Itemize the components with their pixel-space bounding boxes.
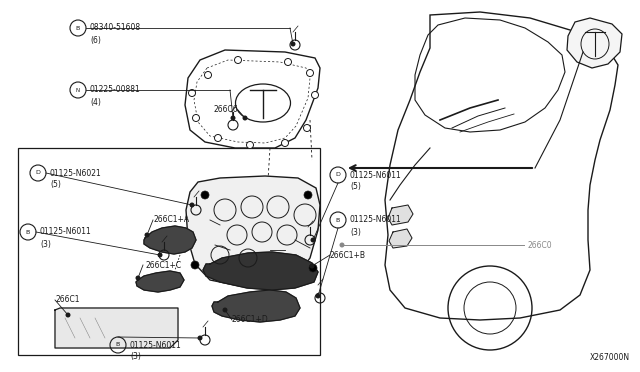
Text: 01125-N6011: 01125-N6011: [130, 340, 182, 350]
Circle shape: [230, 115, 236, 121]
Circle shape: [223, 308, 227, 312]
Text: 01125-N6011: 01125-N6011: [350, 170, 402, 180]
Text: 266C1+A: 266C1+A: [153, 215, 189, 224]
Text: (6): (6): [90, 35, 101, 45]
Circle shape: [310, 263, 314, 269]
Text: 266C1: 266C1: [55, 295, 79, 305]
Text: (3): (3): [130, 353, 141, 362]
Polygon shape: [136, 271, 184, 292]
Text: 01125-N6011: 01125-N6011: [350, 215, 402, 224]
Polygon shape: [55, 308, 178, 348]
Text: B: B: [76, 26, 80, 31]
Text: (5): (5): [350, 183, 361, 192]
Circle shape: [310, 237, 316, 243]
Polygon shape: [389, 229, 412, 248]
Circle shape: [191, 261, 199, 269]
Text: (4): (4): [90, 97, 101, 106]
Text: 01125-N6021: 01125-N6021: [50, 169, 102, 177]
Circle shape: [145, 232, 150, 237]
Text: 266C1+C: 266C1+C: [145, 260, 181, 269]
Polygon shape: [186, 176, 320, 286]
Circle shape: [214, 135, 221, 141]
Circle shape: [189, 202, 195, 208]
Circle shape: [189, 90, 195, 96]
Circle shape: [307, 70, 314, 77]
Circle shape: [303, 125, 310, 131]
Text: 266C0: 266C0: [528, 241, 552, 250]
Circle shape: [136, 276, 141, 280]
Text: N: N: [76, 87, 80, 93]
Polygon shape: [567, 18, 622, 68]
Text: B: B: [26, 230, 30, 234]
Circle shape: [157, 253, 163, 257]
Text: B: B: [116, 343, 120, 347]
Circle shape: [309, 264, 317, 272]
Polygon shape: [144, 226, 196, 254]
Circle shape: [243, 115, 248, 121]
Text: B: B: [336, 218, 340, 222]
Text: 01225-00881: 01225-00881: [90, 86, 141, 94]
Text: D: D: [335, 173, 340, 177]
Circle shape: [198, 336, 202, 340]
Circle shape: [304, 191, 312, 199]
Circle shape: [285, 58, 291, 65]
Text: 266C1+D: 266C1+D: [232, 315, 269, 324]
Circle shape: [316, 294, 321, 298]
Polygon shape: [212, 290, 300, 322]
Circle shape: [312, 92, 319, 99]
Circle shape: [205, 71, 211, 78]
Circle shape: [65, 312, 70, 317]
Polygon shape: [203, 252, 318, 290]
Circle shape: [291, 42, 296, 46]
Circle shape: [339, 243, 344, 247]
Circle shape: [246, 141, 253, 148]
Polygon shape: [388, 205, 413, 225]
Text: 01125-N6011: 01125-N6011: [40, 228, 92, 237]
Text: D: D: [36, 170, 40, 176]
Text: (5): (5): [50, 180, 61, 189]
Text: X267000N: X267000N: [590, 353, 630, 362]
Circle shape: [201, 191, 209, 199]
Text: 266C1+B: 266C1+B: [330, 250, 366, 260]
Text: (3): (3): [350, 228, 361, 237]
Circle shape: [193, 115, 200, 122]
Text: 266C6: 266C6: [214, 106, 239, 115]
Text: (3): (3): [40, 240, 51, 248]
Text: 08340-51608: 08340-51608: [90, 23, 141, 32]
Circle shape: [234, 57, 241, 64]
Circle shape: [282, 140, 289, 147]
